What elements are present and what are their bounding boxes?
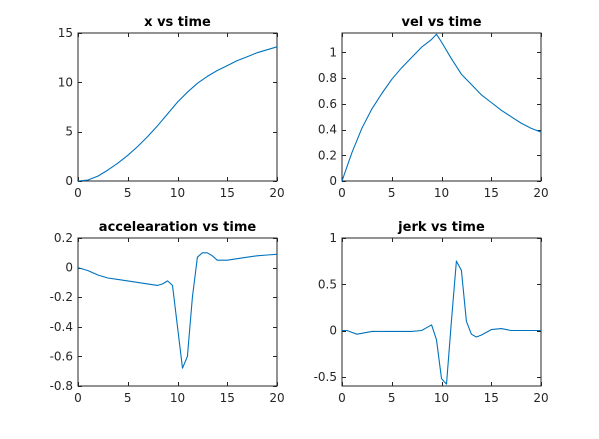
axes-box <box>77 237 278 387</box>
y-tick-label: 0 <box>329 174 337 188</box>
series-line <box>341 33 542 182</box>
axes-box <box>77 32 278 182</box>
x-tick-label: 0 <box>74 186 82 200</box>
y-tick-label: 0.2 <box>318 148 337 162</box>
series-line <box>77 252 278 369</box>
series-line <box>77 46 278 182</box>
y-tick-label: 15 <box>58 26 73 40</box>
x-tick-label: 15 <box>220 186 235 200</box>
x-tick-label: 15 <box>484 391 499 405</box>
plot-title: jerk vs time <box>397 220 485 235</box>
subplot-1: 0 5 10 15 20 0 5 10 15 x vs time <box>58 15 285 200</box>
y-tick-label: 0.8 <box>318 71 337 85</box>
x-tick-label: 15 <box>220 391 235 405</box>
y-tick-label: -0.2 <box>50 290 73 304</box>
y-tick-label: 0 <box>65 261 73 275</box>
y-tick-label: -0.6 <box>50 349 73 363</box>
plot-title: x vs time <box>144 15 211 30</box>
x-tick-label: 20 <box>269 186 284 200</box>
x-tick-label: 20 <box>533 186 548 200</box>
y-tick-label: -0.4 <box>50 320 73 334</box>
x-tick-label: 0 <box>338 186 346 200</box>
axes-box <box>341 237 542 387</box>
x-tick-label: 0 <box>74 391 82 405</box>
y-tick-label: 0 <box>65 174 73 188</box>
x-tick-label: 20 <box>533 391 548 405</box>
y-tick-label: 0.5 <box>318 277 337 291</box>
y-tick-label: -0.5 <box>314 370 337 384</box>
x-tick-label: 0 <box>338 391 346 405</box>
subplot-3: 0 5 10 15 20 -0.8 -0.6 -0.4 -0.2 0 0.2 accelearatio… <box>50 220 285 405</box>
y-tick-label: 0.2 <box>54 231 73 245</box>
x-tick-label: 5 <box>388 391 396 405</box>
x-tick-label: 5 <box>124 186 132 200</box>
plot-title: vel vs time <box>401 15 481 30</box>
y-tick-label: 1 <box>329 231 337 245</box>
x-tick-label: 10 <box>434 186 449 200</box>
series-line <box>342 260 541 385</box>
axes-box <box>341 32 542 182</box>
y-tick-label: 0 <box>329 324 337 338</box>
x-tick-label: 20 <box>269 391 284 405</box>
x-tick-label: 5 <box>388 186 396 200</box>
y-tick-label: 0.6 <box>318 97 337 111</box>
subplot-2: 0 5 10 15 20 0 0.2 0.4 0.6 0.8 1 vel vs time <box>318 15 549 200</box>
x-tick-label: 10 <box>170 186 185 200</box>
y-tick-label: 0.4 <box>318 123 337 137</box>
x-tick-label: 15 <box>484 186 499 200</box>
plot-title: accelearation vs time <box>99 220 257 235</box>
y-tick-label: 1 <box>329 45 337 59</box>
y-tick-label: -0.8 <box>50 379 73 393</box>
x-tick-label: 10 <box>170 391 185 405</box>
y-tick-label: 5 <box>65 125 73 139</box>
y-tick-label: 10 <box>58 75 73 89</box>
x-tick-label: 10 <box>434 391 449 405</box>
x-tick-label: 5 <box>124 391 132 405</box>
